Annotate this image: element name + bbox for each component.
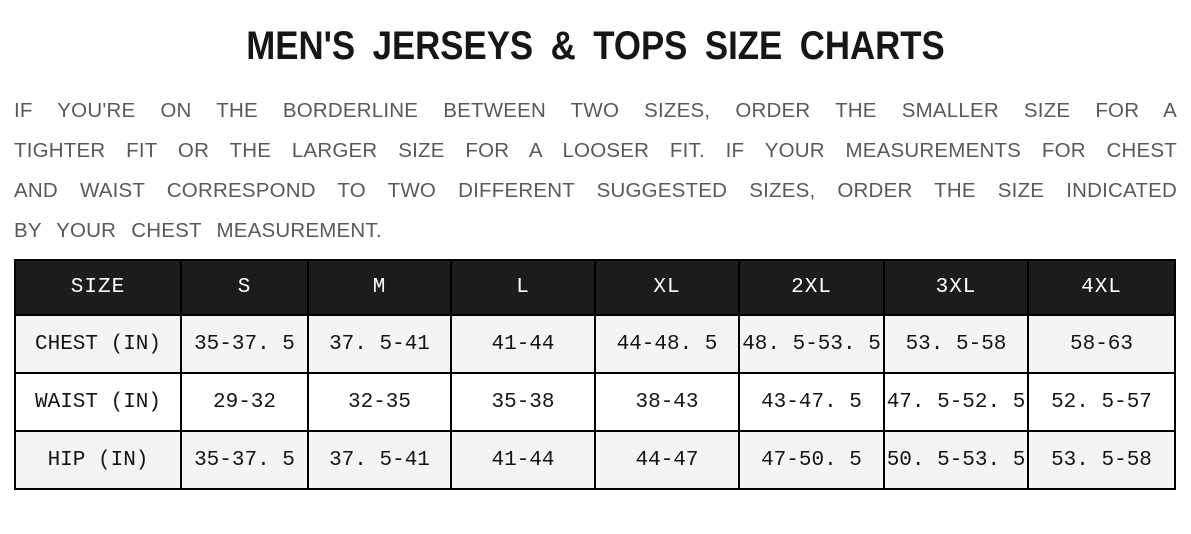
table-cell: 41-44 [450,430,596,490]
table-cell: 53. 5-58 [1027,430,1176,490]
table-cell: 53. 5-58 [883,314,1029,374]
row-label-chest: CHEST (IN) [14,314,182,374]
intro-line-2: TIGHTER FIT OR THE LARGER SIZE FOR A LOO… [14,139,1177,162]
intro-line-4: BY YOUR CHEST MEASUREMENT. [14,219,382,242]
column-header-3xl: 3XL [883,259,1029,316]
column-header-4xl: 4XL [1027,259,1176,316]
table-cell: 37. 5-41 [307,314,452,374]
row-label-waist: WAIST (IN) [14,372,182,432]
column-header-m: M [307,259,452,316]
table-cell: 29-32 [180,372,309,432]
table-cell: 52. 5-57 [1027,372,1176,432]
table-cell: 47-50. 5 [738,430,885,490]
table-cell: 47. 5-52. 5 [883,372,1029,432]
page-title: MEN'S JERSEYS & TOPS SIZE CHARTS [246,24,945,68]
table-cell: 35-38 [450,372,596,432]
intro-line-3: AND WAIST CORRESPOND TO TWO DIFFERENT SU… [14,179,1177,202]
table-cell: 43-47. 5 [738,372,885,432]
table-cell: 48. 5-53. 5 [738,314,885,374]
table-row-hip: HIP (IN) 35-37. 5 37. 5-41 41-44 44-47 4… [14,430,1176,490]
table-cell: 37. 5-41 [307,430,452,490]
column-header-size: SIZE [14,259,182,316]
table-cell: 41-44 [450,314,596,374]
table-cell: 35-37. 5 [180,430,309,490]
table-cell: 32-35 [307,372,452,432]
table-row-chest: CHEST (IN) 35-37. 5 37. 5-41 41-44 44-48… [14,314,1176,374]
table-cell: 58-63 [1027,314,1176,374]
table-cell: 38-43 [594,372,740,432]
column-header-s: S [180,259,309,316]
table-row-waist: WAIST (IN) 29-32 32-35 35-38 38-43 43-47… [14,372,1176,432]
table-cell: 44-47 [594,430,740,490]
table-cell: 35-37. 5 [180,314,309,374]
column-header-2xl: 2XL [738,259,885,316]
column-header-l: L [450,259,596,316]
table-header-row: SIZE S M L XL 2XL 3XL 4XL [14,259,1176,316]
column-header-xl: XL [594,259,740,316]
table-cell: 44-48. 5 [594,314,740,374]
table-cell: 50. 5-53. 5 [883,430,1029,490]
intro-paragraph: IF YOU'RE ON THE BORDERLINE BETWEEN TWO … [14,91,1177,251]
row-label-hip: HIP (IN) [14,430,182,490]
size-chart-page: MEN'S JERSEYS & TOPS SIZE CHARTS IF YOU'… [0,24,1191,534]
intro-line-1: IF YOU'RE ON THE BORDERLINE BETWEEN TWO … [14,99,1177,122]
size-chart-table: SIZE S M L XL 2XL 3XL 4XL CHEST (IN) 35-… [14,259,1176,490]
